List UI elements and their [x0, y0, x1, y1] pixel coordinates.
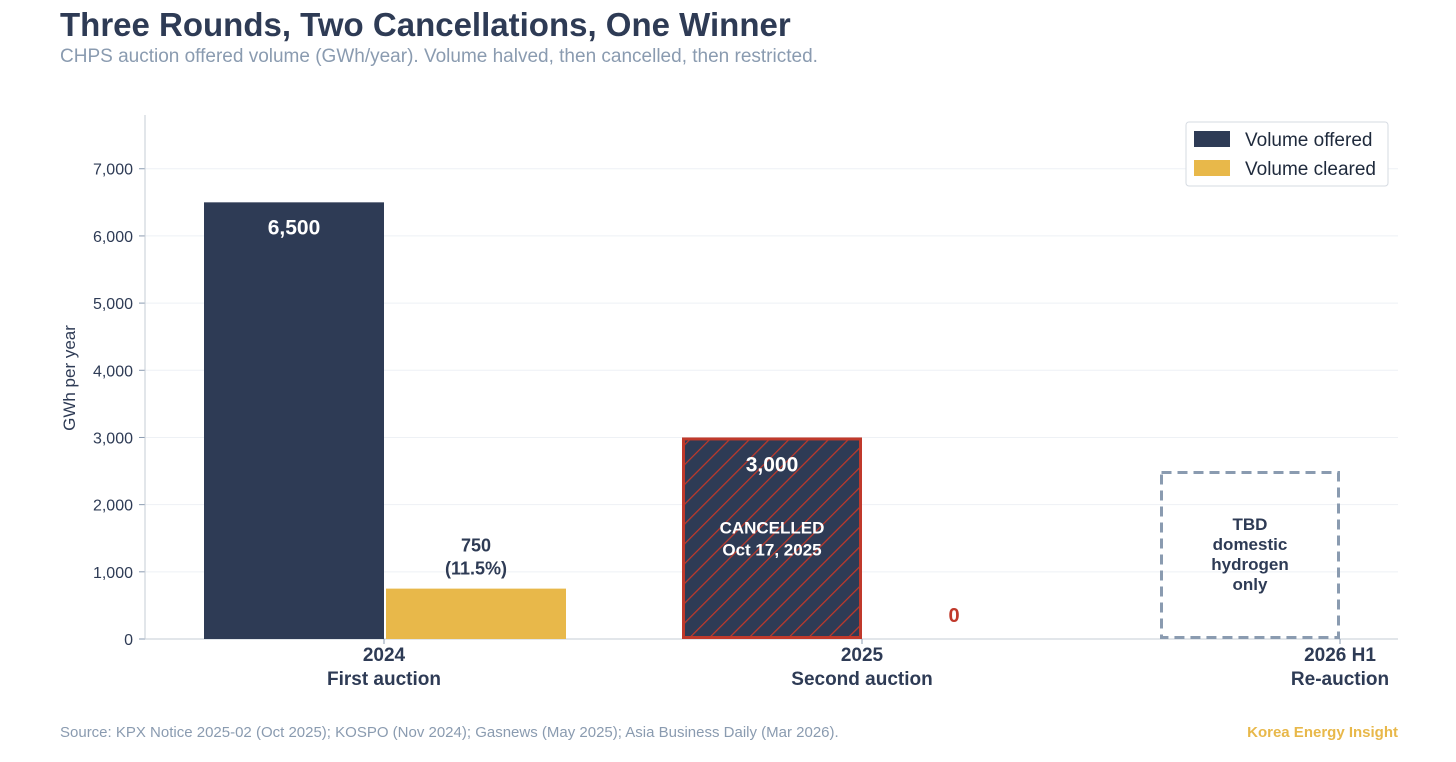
data-labels: 6,500 750 (11.5%) 3,000 CANCELLED Oct 17, 202…	[268, 216, 1289, 627]
y-tick-label: 0	[124, 632, 133, 649]
y-axis-label: GWh per year	[60, 325, 79, 431]
tbd-label-line: domestic	[1213, 535, 1288, 554]
chart-title: Three Rounds, Two Cancellations, One Win…	[60, 6, 791, 43]
y-tick-label: 4,000	[93, 363, 133, 380]
chart-subtitle: CHPS auction offered volume (GWh/year). …	[60, 46, 818, 67]
data-label-cleared-share-2024: (11.5%)	[445, 559, 507, 579]
cancelled-date-label: Oct 17, 2025	[722, 540, 821, 559]
legend-box	[1185, 121, 1389, 187]
y-tick-label: 5,000	[93, 296, 133, 313]
x-tick-label-year: 2026 H1	[1304, 645, 1376, 666]
bar-cleared-2024	[386, 588, 566, 639]
legend: Volume offered Volume cleared	[1185, 121, 1389, 187]
data-label-offered-2024: 6,500	[268, 216, 321, 239]
tbd-label-line: hydrogen	[1211, 555, 1288, 574]
y-tick-label: 1,000	[93, 565, 133, 582]
data-label-cleared-2024: 750	[461, 536, 491, 556]
x-tick-label-year: 2025	[841, 645, 884, 666]
legend-swatch-cleared	[1194, 160, 1230, 176]
bar-chart: 0 1,000 2,000 3,000 4,000 5,000 6,000 7,000 GWh …	[60, 115, 1398, 690]
brand-label: Korea Energy Insight	[1247, 724, 1398, 741]
cancelled-label: CANCELLED	[720, 518, 825, 537]
bar-offered-2024	[204, 202, 384, 640]
x-tick-label-round: First auction	[327, 669, 441, 690]
y-tick-label: 2,000	[93, 498, 133, 515]
x-tick-label-year: 2024	[363, 645, 406, 666]
x-tick-label-round: Second auction	[791, 669, 932, 690]
data-label-cleared-2025: 0	[948, 605, 959, 627]
legend-label-cleared: Volume cleared	[1245, 159, 1376, 180]
y-tick-label: 7,000	[93, 162, 133, 179]
tbd-label-line: TBD	[1233, 515, 1268, 534]
axes: 0 1,000 2,000 3,000 4,000 5,000 6,000 7,000 GWh …	[60, 115, 1398, 690]
legend-label-offered: Volume offered	[1245, 130, 1372, 151]
tbd-label-line: only	[1233, 575, 1268, 594]
data-label-offered-2025: 3,000	[746, 453, 799, 476]
bar-offered-2026-tbd	[1160, 471, 1340, 639]
legend-swatch-offered	[1194, 131, 1230, 147]
y-tick-label: 6,000	[93, 229, 133, 246]
bars	[204, 202, 1340, 640]
source-note: Source: KPX Notice 2025-02 (Oct 2025); K…	[60, 724, 839, 741]
y-tick-label: 3,000	[93, 430, 133, 447]
bar-offered-2025-cancelled	[682, 437, 862, 640]
x-tick-label-round: Re-auction	[1291, 669, 1389, 690]
